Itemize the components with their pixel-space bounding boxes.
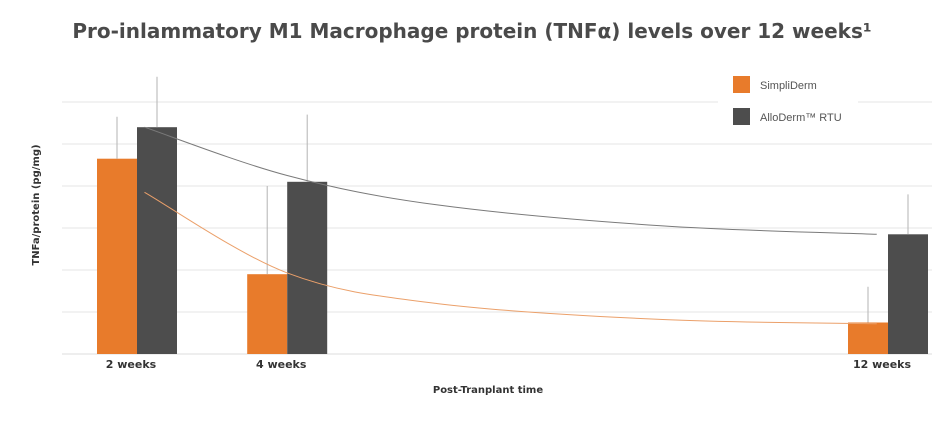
x-tick-label: 2 weeks bbox=[106, 358, 157, 371]
trendline-alloderm bbox=[144, 126, 877, 235]
gridlines bbox=[62, 101, 932, 355]
trendlines bbox=[144, 126, 877, 325]
bar-simpliderm bbox=[848, 322, 888, 354]
bar-simpliderm bbox=[97, 158, 137, 354]
bar-simpliderm bbox=[247, 274, 288, 354]
bar-alloderm bbox=[888, 234, 928, 354]
x-tick-labels: 2 weeks 4 weeks 12 weeks bbox=[106, 358, 912, 371]
bars bbox=[97, 127, 928, 354]
error-bars bbox=[116, 76, 909, 323]
x-tick-label: 12 weeks bbox=[853, 358, 912, 371]
chart-title: Pro-inlammatory M1 Macrophage protein (T… bbox=[72, 19, 871, 43]
trendline-simpliderm bbox=[144, 191, 877, 325]
legend-label-simpliderm: SimpliDerm bbox=[760, 80, 817, 92]
legend-label-alloderm: AlloDerm™ RTU bbox=[760, 112, 842, 124]
bar-alloderm bbox=[137, 127, 177, 354]
bar-alloderm bbox=[287, 181, 328, 354]
legend-swatch-alloderm bbox=[733, 108, 750, 125]
x-axis-label: Post-Tranplant time bbox=[433, 385, 543, 396]
y-axis-label: TNFa/protein (pg/mg) bbox=[31, 144, 42, 265]
x-tick-label: 4 weeks bbox=[256, 358, 307, 371]
legend: SimpliDerm AlloDerm™ RTU bbox=[718, 66, 858, 132]
legend-swatch-simpliderm bbox=[733, 76, 750, 93]
